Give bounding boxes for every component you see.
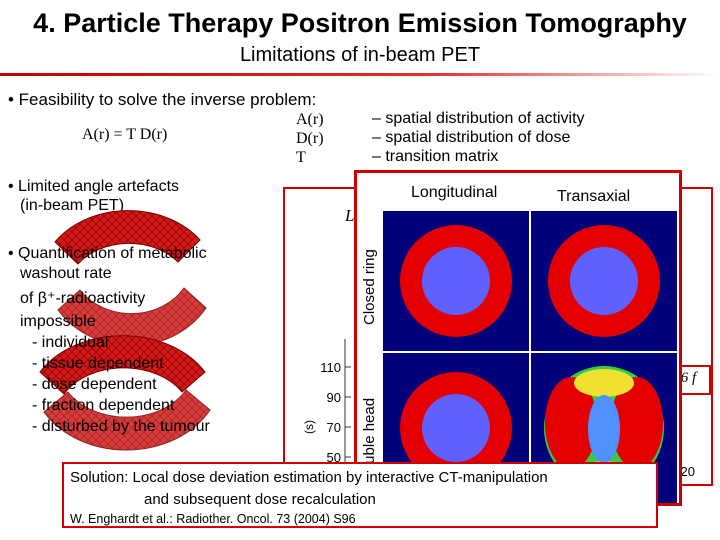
def-meaning-matrix: – transition matrix: [372, 148, 499, 165]
solution-line-2: and subsequent dose recalculation: [144, 491, 376, 508]
def-symbol-dose: D(r): [296, 130, 324, 147]
bullet-limited-angle: • Limited angle artefacts: [8, 178, 180, 195]
quantification-line-8: - fraction dependent: [32, 397, 175, 414]
slide-subtitle: Limitations of in-beam PET: [239, 44, 481, 66]
tick-label-50: 50: [327, 450, 341, 465]
tick-label-90: 90: [327, 390, 341, 405]
quantification-line-7: - dose dependent: [32, 376, 157, 393]
solution-line-1: Solution: Local dose deviation estimatio…: [70, 469, 548, 486]
partial-label-left: L: [344, 206, 354, 225]
lower-detector-arc: [39, 335, 206, 395]
quantification-line-9: - disturbed by the tumour: [32, 418, 210, 435]
activity-center: [422, 394, 490, 462]
def-symbol-activity: A(r): [296, 111, 324, 128]
def-meaning-activity: – spatial distribution of activity: [372, 110, 585, 127]
y-axis-unit: (s): [302, 420, 316, 434]
solution-box: Solution: Local dose deviation estimatio…: [62, 462, 658, 528]
upper-detector-arc: [54, 210, 201, 265]
artefact-left-lobe: [545, 377, 597, 469]
image-closed-ring-transaxial: [531, 211, 677, 351]
equation: A(r) = T D(r): [82, 126, 168, 143]
quantification-line-6: - tissue dependent: [32, 355, 164, 372]
col-label-longitudinal: Longitudinal: [411, 184, 498, 201]
quantification-line-3: of β⁺-radioactivity: [20, 290, 146, 307]
lower-detector-arc-lower: [43, 389, 211, 451]
bullet-quantification: • Quantification of metabolic: [8, 245, 207, 262]
tick-label-110: 110: [320, 360, 341, 375]
col-label-transaxial: Transaxial: [557, 188, 631, 205]
image-closed-ring-longitudinal: [383, 211, 529, 351]
bullet-limited-angle-sub: (in-beam PET): [20, 197, 125, 214]
def-meaning-dose: – spatial distribution of dose: [372, 129, 571, 146]
title-divider: [0, 73, 720, 76]
artefact-right-lobe: [611, 377, 663, 469]
def-symbol-matrix: T: [296, 149, 306, 166]
quantification-line-2: washout rate: [20, 265, 112, 282]
right-tick-label: 20: [681, 464, 695, 479]
row-label-closed-ring: Closed ring: [361, 249, 378, 325]
quantification-line-5: - individual: [32, 334, 109, 351]
citation: W. Enghardt et al.: Radiother. Oncol. 73…: [70, 512, 356, 526]
activity-center: [570, 247, 638, 315]
simulation-figure: Longitudinal Transaxial Closed ring Doub…: [354, 170, 682, 506]
bullet-feasibility: • Feasibility to solve the inverse probl…: [8, 90, 317, 109]
activity-center: [422, 247, 490, 315]
quantification-line-4: impossible: [20, 313, 96, 330]
slide-title: 4. Particle Therapy Positron Emission To…: [33, 8, 687, 38]
artefact-top: [574, 369, 634, 397]
artefact-center: [588, 395, 620, 463]
tick-label-70: 70: [327, 420, 341, 435]
